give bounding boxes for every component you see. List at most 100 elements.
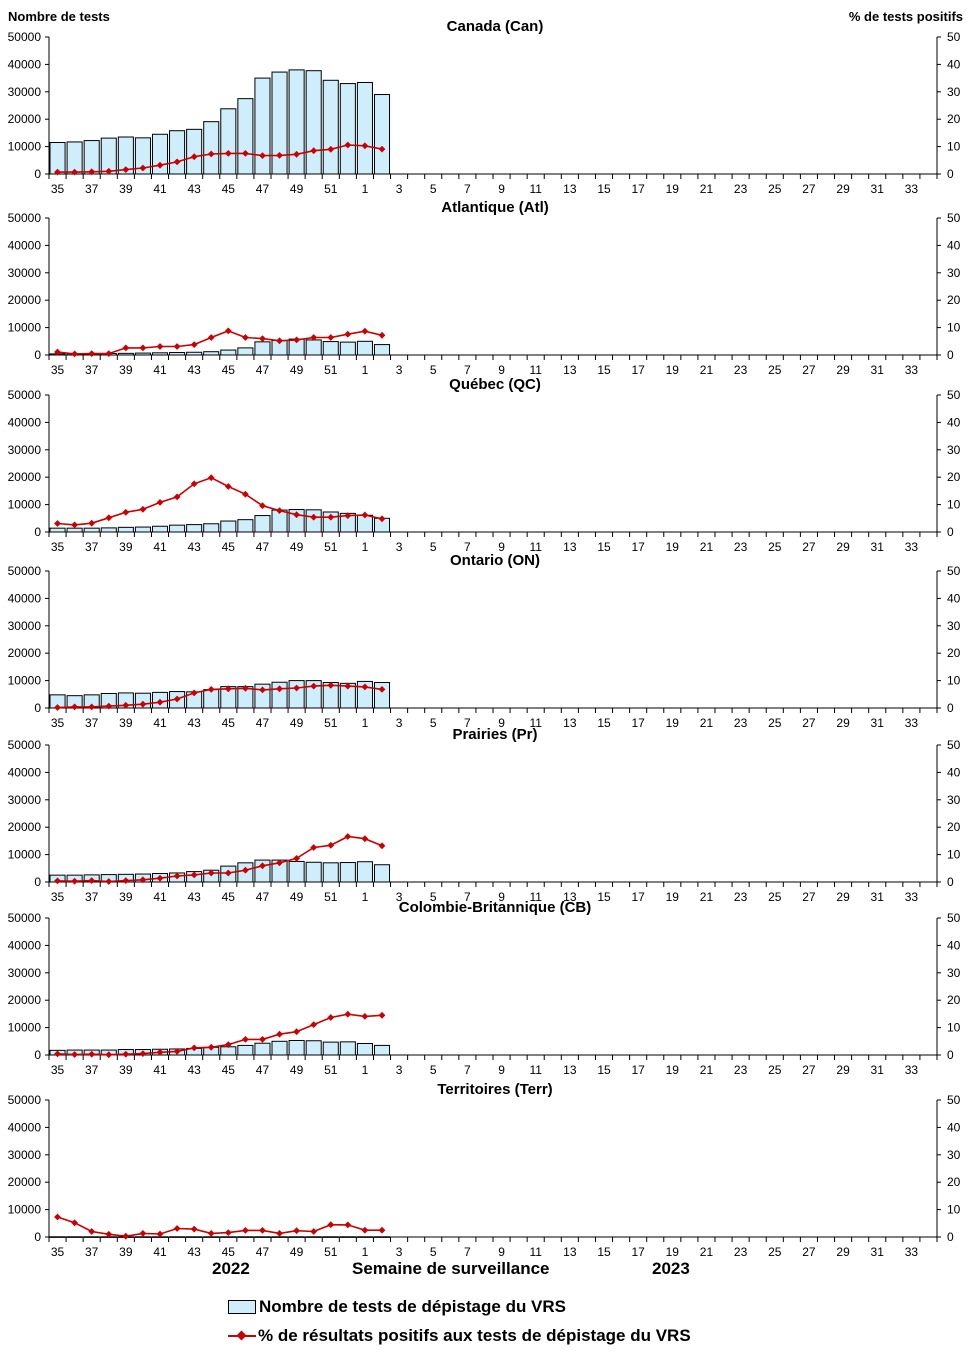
x-tick-label: 43 — [187, 1063, 201, 1077]
y-tick-label-left: 40000 — [8, 1120, 42, 1134]
bar — [117, 352, 134, 356]
x-tick-label: 19 — [666, 540, 680, 554]
bar — [288, 69, 305, 175]
x-tick-label: 39 — [119, 363, 133, 377]
percent-point — [327, 145, 335, 153]
x-tick-label: 35 — [51, 1063, 65, 1077]
y-tick-label-left: 30000 — [8, 443, 42, 457]
x-tick-label: 35 — [51, 716, 65, 730]
x-tick-label: 37 — [85, 890, 99, 904]
bar — [356, 340, 373, 356]
x-tick-label: 25 — [768, 1063, 782, 1077]
percent-point — [122, 1050, 130, 1058]
x-tick-label: 15 — [597, 890, 611, 904]
percent-point — [207, 869, 215, 877]
bar — [305, 509, 322, 533]
percent-point — [378, 1011, 386, 1019]
x-tick-label: 37 — [85, 1245, 99, 1259]
bar — [305, 1236, 322, 1238]
x-tick-label: 3 — [396, 890, 403, 904]
x-tick-label: 5 — [430, 1245, 437, 1259]
x-tick-label: 15 — [597, 1245, 611, 1259]
percent-point — [156, 698, 164, 706]
bar — [83, 1236, 100, 1238]
x-tick-label: 27 — [802, 716, 816, 730]
percent-point — [139, 1050, 147, 1057]
x-tick-label: 27 — [802, 1245, 816, 1259]
bar — [237, 1044, 254, 1056]
y-tick-label-left: 50000 — [8, 911, 42, 925]
percent-point — [207, 150, 215, 158]
x-tick-label: 43 — [187, 890, 201, 904]
bar — [271, 71, 288, 175]
x-tick-label: 27 — [802, 363, 816, 377]
bar — [373, 94, 391, 175]
x-tick-label: 19 — [666, 890, 680, 904]
x-tick-label: 17 — [631, 1245, 645, 1259]
legend-item-line: % de résultats positifs aux tests de dép… — [228, 1326, 691, 1346]
bar — [373, 864, 391, 883]
y-tick-label-right: 10 — [947, 848, 961, 862]
percent-point — [344, 512, 352, 519]
percent-point — [139, 700, 147, 708]
bar — [305, 339, 322, 356]
bar — [186, 128, 203, 175]
percent-point — [361, 1013, 369, 1020]
y-tick-label-left: 30000 — [8, 619, 42, 633]
percent-point — [224, 483, 232, 490]
bar — [186, 351, 203, 356]
x-tick-label: 25 — [768, 716, 782, 730]
bar — [169, 1236, 186, 1238]
percent-point — [276, 152, 283, 159]
x-tick-label: 29 — [836, 890, 850, 904]
percent-point — [207, 334, 215, 341]
x-tick-label: 39 — [119, 182, 133, 196]
percent-point — [207, 1043, 215, 1051]
x-tick-label: 33 — [905, 890, 919, 904]
x-tick-label: 7 — [464, 890, 471, 904]
x-tick-label: 19 — [666, 1063, 680, 1077]
bar — [322, 341, 339, 356]
x-tick-label: 29 — [836, 1245, 850, 1259]
x-tick-label: 41 — [153, 1063, 167, 1077]
y-tick-label-left: 0 — [34, 875, 41, 889]
percent-point — [190, 689, 198, 697]
panel-title: Ontario (ON) — [450, 552, 540, 569]
bar — [322, 1041, 339, 1056]
percent-point — [224, 685, 232, 693]
y-tick-label-right: 10 — [947, 321, 961, 335]
y-tick-label-right: 20 — [947, 470, 961, 484]
y-tick-label-right: 30 — [947, 1148, 961, 1162]
x-tick-label: 1 — [362, 1245, 369, 1259]
percent-point — [378, 145, 386, 153]
x-tick-label: 45 — [222, 890, 236, 904]
percent-point — [310, 147, 318, 155]
y-tick-label-right: 0 — [947, 167, 954, 181]
y-tick-label-right: 30 — [947, 793, 961, 807]
percent-point — [259, 1036, 266, 1043]
panel-title: Canada (Can) — [447, 18, 544, 35]
x-tick-label: 3 — [396, 1245, 403, 1259]
x-tick-label: 1 — [362, 716, 369, 730]
percent-point — [122, 1232, 130, 1240]
bar — [66, 1236, 83, 1238]
x-tick-label: 25 — [768, 1245, 782, 1259]
x-tick-label: 17 — [631, 182, 645, 196]
percent-point — [71, 1051, 78, 1058]
percent-point — [224, 1041, 232, 1048]
x-tick-label: 41 — [153, 716, 167, 730]
y-tick-label-left: 30000 — [8, 966, 42, 980]
percent-point — [293, 1227, 300, 1235]
y-tick-label-left: 10000 — [8, 498, 42, 512]
x-tick-label: 1 — [362, 540, 369, 554]
x-tick-label: 47 — [256, 363, 270, 377]
x-tick-label: 51 — [324, 1063, 338, 1077]
x-tick-label: 5 — [430, 716, 437, 730]
percent-point — [122, 877, 130, 884]
percent-point — [156, 1230, 164, 1238]
percent-point — [54, 1050, 61, 1058]
bar — [237, 98, 254, 175]
bar — [49, 1236, 66, 1238]
panel-title: Atlantique (Atl) — [441, 199, 548, 216]
bar — [271, 1040, 288, 1056]
